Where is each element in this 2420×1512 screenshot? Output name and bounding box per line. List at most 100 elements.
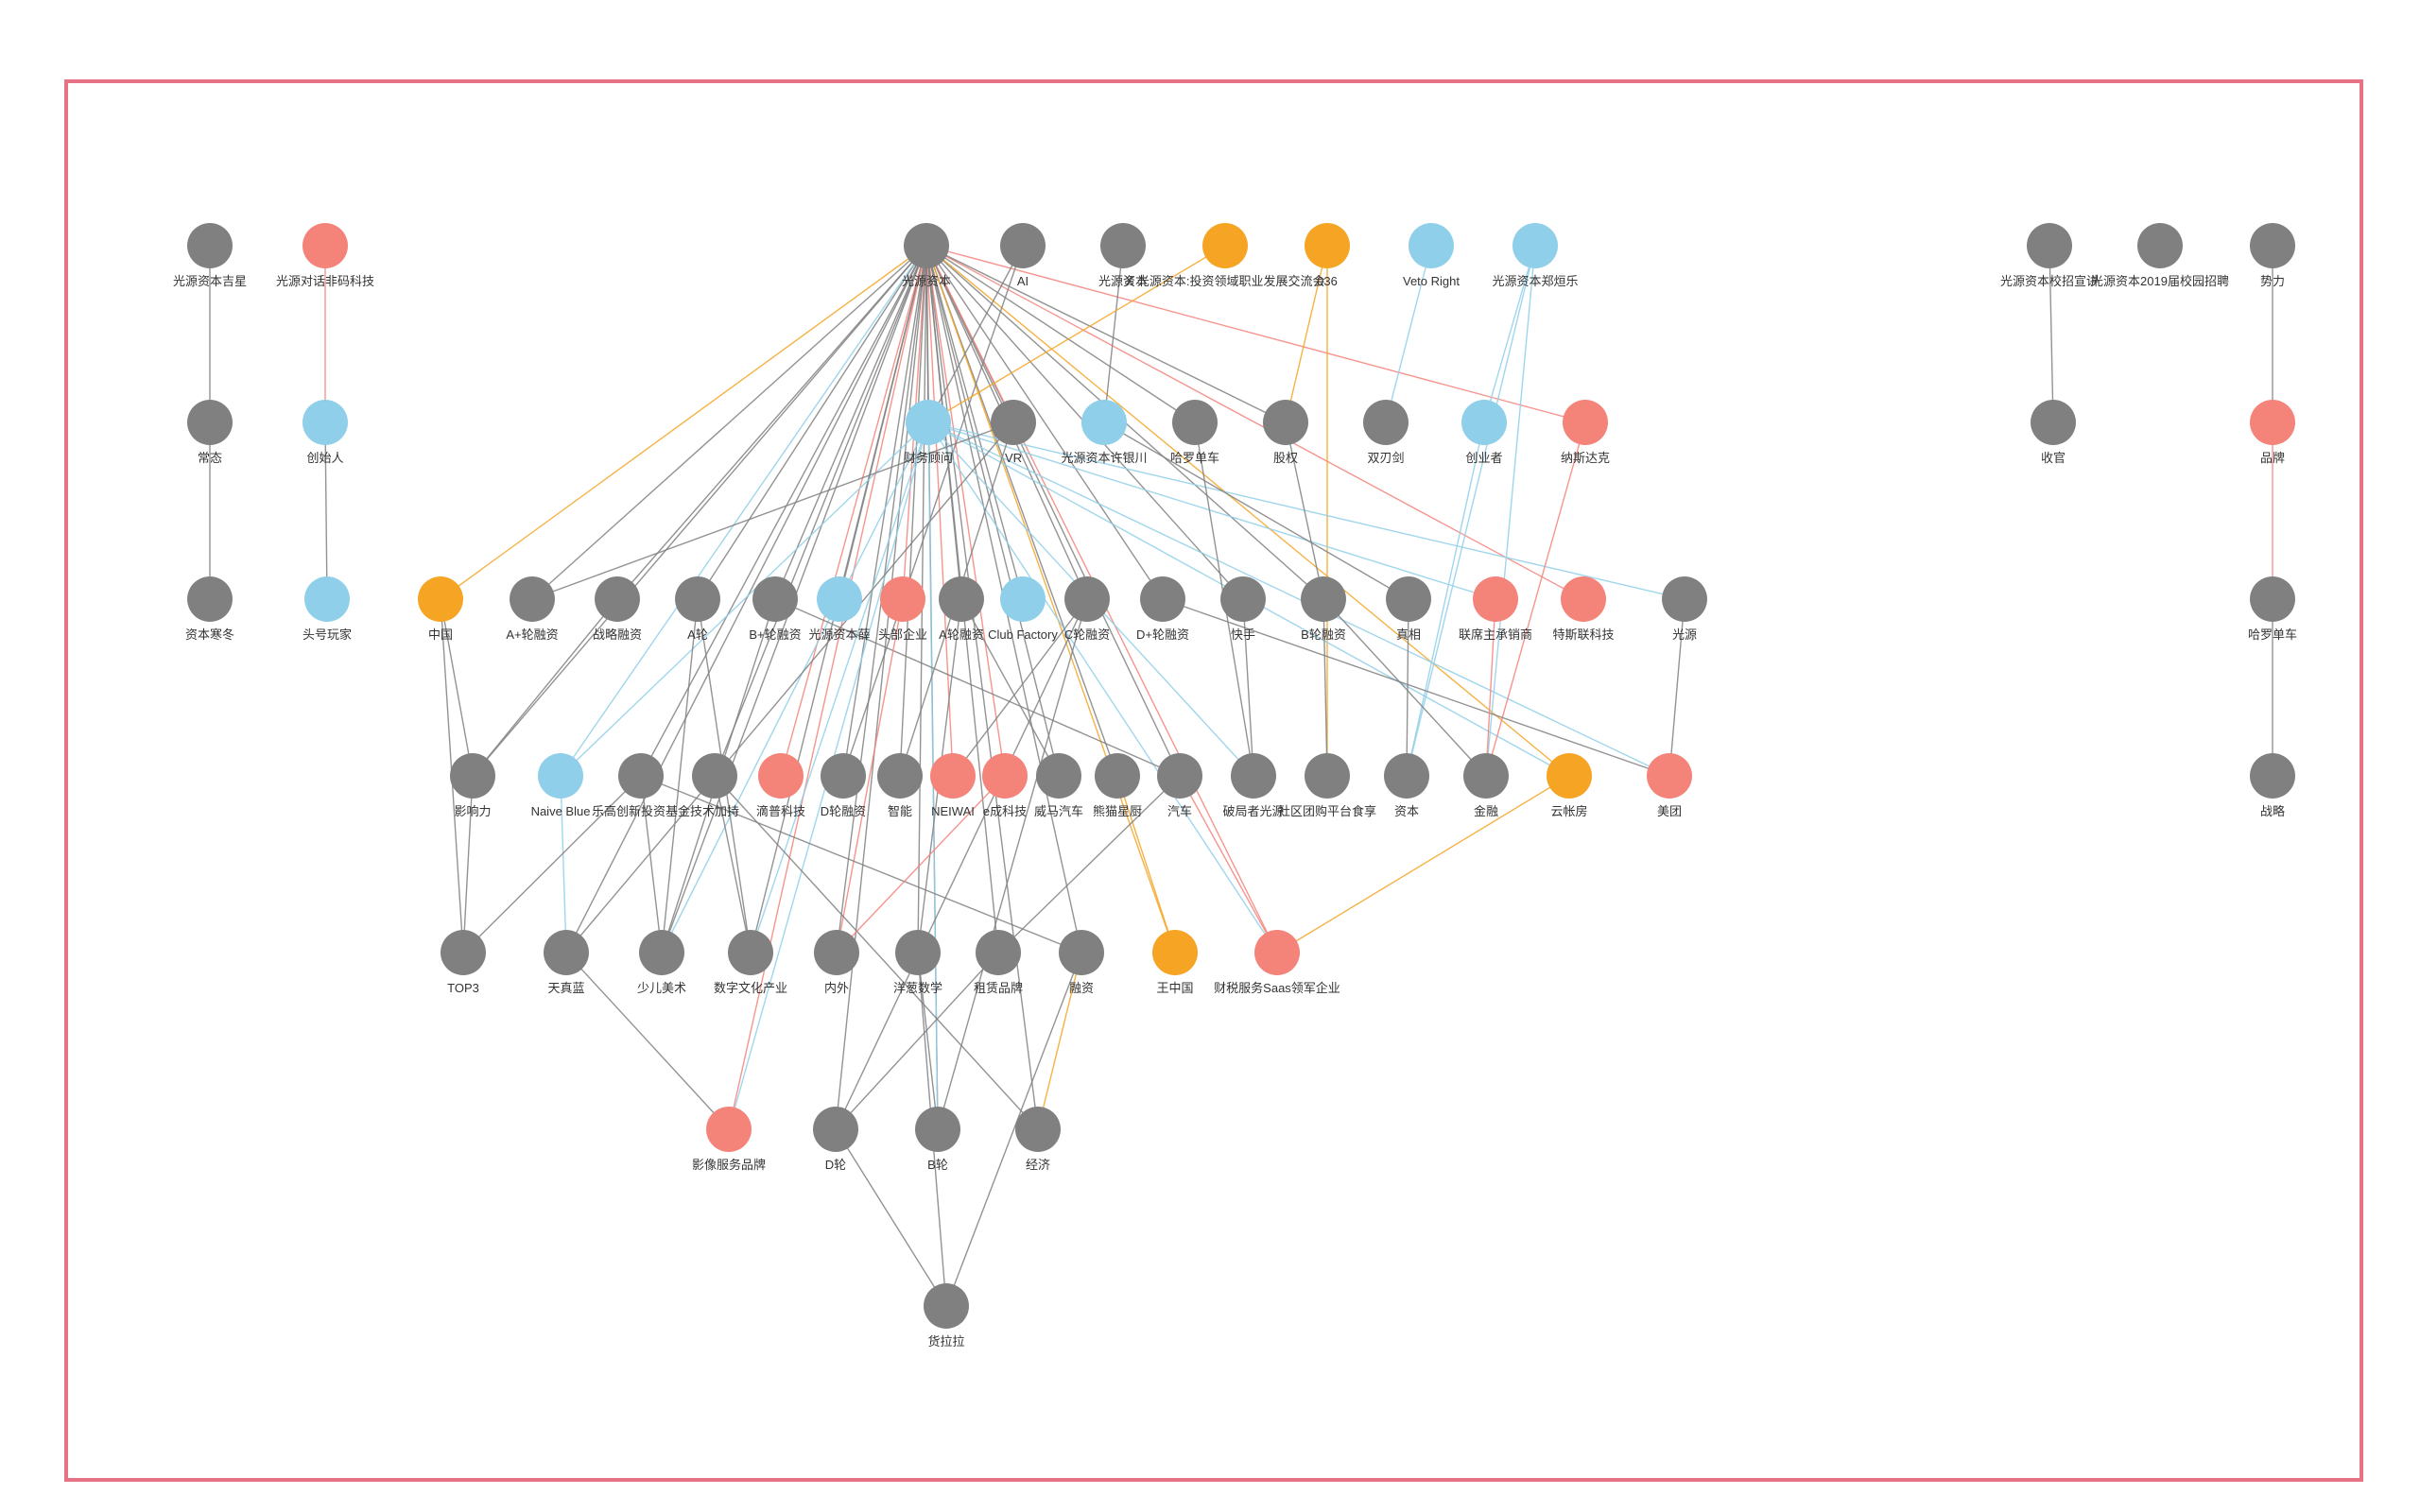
node-circle[interactable] bbox=[639, 930, 684, 975]
node-circle[interactable] bbox=[706, 1107, 752, 1152]
node-circle[interactable] bbox=[1263, 400, 1308, 445]
node-circle[interactable] bbox=[915, 1107, 960, 1152]
node-circle[interactable] bbox=[1473, 576, 1518, 622]
graph-node[interactable]: 社区团购平台食享 bbox=[1278, 753, 1376, 818]
node-circle[interactable] bbox=[450, 753, 495, 799]
graph-node[interactable]: 云帐房 bbox=[1547, 753, 1592, 818]
node-circle[interactable] bbox=[1254, 930, 1300, 975]
graph-node[interactable]: B+轮融资 bbox=[749, 576, 802, 642]
node-circle[interactable] bbox=[1512, 223, 1558, 268]
graph-node[interactable]: 金融 bbox=[1463, 753, 1509, 818]
node-circle[interactable] bbox=[1386, 576, 1431, 622]
node-circle[interactable] bbox=[1140, 576, 1185, 622]
node-circle[interactable] bbox=[1662, 576, 1707, 622]
graph-node[interactable]: 品牌 bbox=[2250, 400, 2295, 465]
node-circle[interactable] bbox=[2137, 223, 2183, 268]
node-circle[interactable] bbox=[821, 753, 866, 799]
node-circle[interactable] bbox=[976, 930, 1021, 975]
graph-node[interactable]: 哈罗单车 bbox=[1170, 400, 1219, 465]
graph-node[interactable]: 技术加持 bbox=[690, 753, 739, 818]
graph-node[interactable]: e成科技 bbox=[982, 753, 1028, 818]
graph-node[interactable]: VR bbox=[991, 400, 1036, 465]
node-circle[interactable] bbox=[906, 400, 951, 445]
node-circle[interactable] bbox=[1172, 400, 1218, 445]
node-circle[interactable] bbox=[1064, 576, 1110, 622]
node-circle[interactable] bbox=[304, 576, 350, 622]
graph-node[interactable]: 哈罗单车 bbox=[2248, 576, 2297, 642]
graph-node[interactable]: 融资 bbox=[1059, 930, 1104, 995]
graph-node[interactable]: 资本 bbox=[1384, 753, 1429, 818]
graph-node[interactable]: 光源资本吉星 bbox=[173, 223, 247, 288]
node-circle[interactable] bbox=[2250, 223, 2295, 268]
graph-node[interactable]: NEIWAI bbox=[930, 753, 976, 818]
node-circle[interactable] bbox=[418, 576, 463, 622]
node-circle[interactable] bbox=[930, 753, 976, 799]
graph-node[interactable]: 股权 bbox=[1263, 400, 1308, 465]
node-circle[interactable] bbox=[982, 753, 1028, 799]
node-circle[interactable] bbox=[758, 753, 804, 799]
node-circle[interactable] bbox=[752, 576, 798, 622]
node-circle[interactable] bbox=[538, 753, 583, 799]
graph-node[interactable]: X 光源资本:投资领域职业发展交流会 bbox=[1126, 223, 1325, 288]
graph-node[interactable]: 战略融资 bbox=[593, 576, 642, 642]
graph-node[interactable]: D+轮融资 bbox=[1136, 576, 1189, 642]
node-circle[interactable] bbox=[302, 223, 348, 268]
node-circle[interactable] bbox=[1305, 223, 1350, 268]
node-circle[interactable] bbox=[302, 400, 348, 445]
graph-node[interactable]: 光源资本 bbox=[1098, 223, 1148, 288]
graph-node[interactable]: 货拉拉 bbox=[924, 1283, 969, 1349]
graph-node[interactable]: 创业者 bbox=[1461, 400, 1507, 465]
graph-node[interactable]: 财税服务Saas领军企业 bbox=[1214, 930, 1340, 995]
node-circle[interactable] bbox=[1100, 223, 1146, 268]
graph-node[interactable]: AI bbox=[1000, 223, 1046, 288]
graph-node[interactable]: 光源资本郑烜乐 bbox=[1492, 223, 1579, 288]
node-circle[interactable] bbox=[1301, 576, 1346, 622]
graph-node[interactable]: D轮 bbox=[813, 1107, 858, 1172]
graph-node[interactable]: 少儿美术 bbox=[637, 930, 686, 995]
node-circle[interactable] bbox=[2250, 576, 2295, 622]
graph-node[interactable]: 真相 bbox=[1386, 576, 1431, 642]
graph-node[interactable]: 租赁品牌 bbox=[974, 930, 1023, 995]
node-circle[interactable] bbox=[1384, 753, 1429, 799]
node-circle[interactable] bbox=[1152, 930, 1198, 975]
graph-node[interactable]: 联席主承销商 bbox=[1459, 576, 1532, 642]
node-circle[interactable] bbox=[924, 1283, 969, 1329]
node-circle[interactable] bbox=[595, 576, 640, 622]
graph-node[interactable]: 影响力 bbox=[450, 753, 495, 818]
graph-node[interactable]: 数字文化产业 bbox=[714, 930, 787, 995]
node-circle[interactable] bbox=[1000, 576, 1046, 622]
node-circle[interactable] bbox=[692, 753, 737, 799]
graph-node[interactable]: B轮 bbox=[915, 1107, 960, 1172]
graph-node[interactable]: 战略 bbox=[2250, 753, 2295, 818]
node-circle[interactable] bbox=[1015, 1107, 1061, 1152]
graph-node[interactable]: 洋葱数学 bbox=[893, 930, 942, 995]
graph-node[interactable]: 头号玩家 bbox=[302, 576, 352, 642]
node-circle[interactable] bbox=[939, 576, 984, 622]
node-circle[interactable] bbox=[187, 223, 233, 268]
node-circle[interactable] bbox=[2031, 400, 2076, 445]
graph-node[interactable]: B轮融资 bbox=[1301, 576, 1346, 642]
node-circle[interactable] bbox=[814, 930, 859, 975]
graph-node[interactable]: 光源资本 bbox=[902, 223, 951, 288]
node-circle[interactable] bbox=[1363, 400, 1409, 445]
node-circle[interactable] bbox=[441, 930, 486, 975]
node-circle[interactable] bbox=[1305, 753, 1350, 799]
graph-node[interactable]: 滴普科技 bbox=[756, 753, 805, 818]
graph-node[interactable]: 内外 bbox=[814, 930, 859, 995]
node-circle[interactable] bbox=[728, 930, 773, 975]
node-circle[interactable] bbox=[618, 753, 664, 799]
node-circle[interactable] bbox=[1409, 223, 1454, 268]
graph-node[interactable]: D轮融资 bbox=[821, 753, 866, 818]
node-circle[interactable] bbox=[510, 576, 555, 622]
graph-node[interactable]: 双刃剑 bbox=[1363, 400, 1409, 465]
graph-node[interactable]: A+轮融资 bbox=[506, 576, 559, 642]
node-circle[interactable] bbox=[2250, 400, 2295, 445]
node-circle[interactable] bbox=[544, 930, 589, 975]
graph-node[interactable]: 美团 bbox=[1647, 753, 1692, 818]
node-circle[interactable] bbox=[1561, 576, 1606, 622]
graph-node[interactable]: C轮融资 bbox=[1064, 576, 1110, 642]
graph-node[interactable]: 头部企业 bbox=[878, 576, 927, 642]
node-circle[interactable] bbox=[1231, 753, 1276, 799]
graph-node[interactable]: 资本寒冬 bbox=[185, 576, 234, 642]
graph-node[interactable]: A轮融资 bbox=[939, 576, 984, 642]
